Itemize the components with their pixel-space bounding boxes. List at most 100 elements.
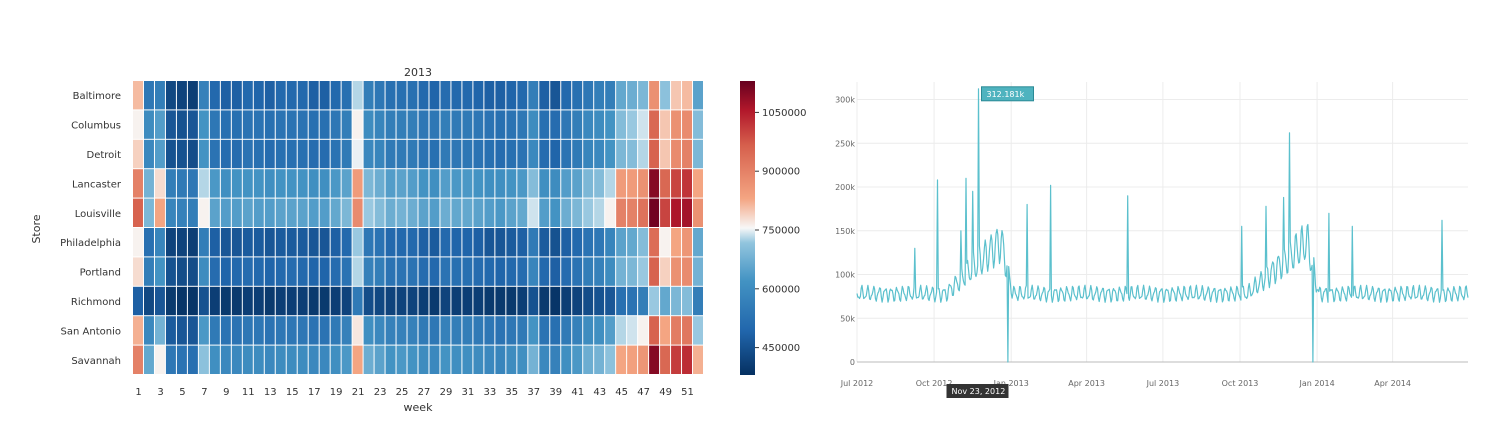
heatmap-cell <box>187 198 198 227</box>
heatmap-cell <box>143 345 154 374</box>
heatmap-cell <box>407 81 418 110</box>
heatmap-cell <box>407 257 418 286</box>
heatmap-cell <box>638 257 649 286</box>
heatmap-row-label: Lancaster <box>72 179 122 190</box>
heatmap-column-label: 33 <box>484 387 497 398</box>
heatmap-cell <box>352 228 363 257</box>
heatmap-cell <box>539 286 550 316</box>
heatmap-cell <box>649 169 660 198</box>
heatmap-cell <box>275 110 286 139</box>
heatmap-cell <box>627 257 638 286</box>
heatmap-cell <box>143 316 154 345</box>
heatmap-cell <box>363 316 374 345</box>
heatmap-column-label: 49 <box>659 387 672 398</box>
value-tooltip-box <box>981 86 1034 102</box>
heatmap-cell <box>528 345 539 374</box>
heatmap-cell <box>572 316 583 345</box>
heatmap-cell <box>341 81 352 110</box>
heatmap-cell <box>330 345 341 374</box>
heatmap-cell <box>352 286 363 316</box>
heatmap-cell <box>363 81 374 110</box>
heatmap-cell <box>693 169 703 198</box>
heatmap-cell <box>627 316 638 345</box>
heatmap-cell <box>473 345 484 374</box>
heatmap-cell <box>561 345 572 374</box>
heatmap-cell <box>638 110 649 139</box>
heatmap-cell <box>133 139 143 169</box>
heatmap-cell <box>187 139 198 169</box>
date-tooltip-text: Nov 23, 2012 <box>952 387 1006 396</box>
heatmap-cell <box>286 286 297 316</box>
heatmap-row-label: Philadelphia <box>60 238 121 249</box>
heatmap-cell <box>506 198 517 227</box>
heatmap-cell <box>385 257 396 286</box>
heatmap-cell <box>374 228 385 257</box>
heatmap-cell <box>396 169 407 198</box>
heatmap-cell <box>363 286 374 316</box>
heatmap-cell <box>484 286 495 316</box>
heatmap-cell <box>253 139 264 169</box>
heatmap-cell <box>286 110 297 139</box>
heatmap-cell <box>616 169 627 198</box>
heatmap-row-labels: Baltimore Columbus Detroit Lancaster Louisvi… <box>60 91 122 367</box>
heatmap-cell <box>165 228 176 257</box>
heatmap-cell <box>660 228 671 257</box>
heatmap-cell <box>451 169 462 198</box>
heatmap-cell <box>693 316 703 345</box>
heatmap-row-label: San Antonio <box>61 326 121 337</box>
heatmap-cell <box>583 228 594 257</box>
heatmap-column-label: 3 <box>157 387 163 398</box>
heatmap-cell <box>330 316 341 345</box>
heatmap-cell <box>154 110 165 139</box>
heatmap-cell <box>198 345 209 374</box>
value-tooltip-text: 312.181k <box>987 90 1025 99</box>
heatmap-cell <box>286 81 297 110</box>
heatmap-cell <box>176 81 187 110</box>
y-tick-label: 50k <box>840 314 855 323</box>
heatmap-cell <box>429 81 440 110</box>
heatmap-cell <box>473 198 484 227</box>
heatmap-cell <box>660 110 671 139</box>
heatmap-cell <box>308 316 319 345</box>
heatmap-cell <box>671 81 682 110</box>
heatmap-cell <box>231 198 242 227</box>
heatmap-cell <box>231 139 242 169</box>
heatmap-cell <box>385 286 396 316</box>
heatmap-cell <box>649 345 660 374</box>
heatmap-cell <box>374 345 385 374</box>
line-chart-date-tooltip: Nov 23, 2012 <box>946 384 1009 398</box>
heatmap-cell <box>198 139 209 169</box>
heatmap-cell <box>528 169 539 198</box>
heatmap-cell <box>220 139 231 169</box>
heatmap-cell <box>374 316 385 345</box>
heatmap-column-labels: 1 3 5 7 9 11 13 15 17 19 21 23 25 27 29 31 33 35 37 39 41 43 4… <box>135 387 694 398</box>
heatmap-cell <box>517 169 528 198</box>
heatmap-cell <box>165 198 176 227</box>
heatmap-cells <box>133 81 703 374</box>
heatmap-cell <box>638 316 649 345</box>
y-tick-label: 300k <box>835 96 855 105</box>
heatmap-cell <box>572 228 583 257</box>
heatmap-cell <box>572 198 583 227</box>
heatmap-cell <box>330 81 341 110</box>
heatmap-cell <box>682 110 693 139</box>
heatmap-cell <box>220 345 231 374</box>
heatmap-cell <box>143 257 154 286</box>
heatmap-cell <box>264 345 275 374</box>
heatmap-cell <box>638 139 649 169</box>
heatmap-cell <box>352 257 363 286</box>
heatmap-cell <box>286 257 297 286</box>
heatmap-cell <box>605 139 616 169</box>
heatmap-cell <box>297 169 308 198</box>
heatmap-cell <box>583 286 594 316</box>
heatmap-cell <box>561 316 572 345</box>
heatmap-cell <box>385 169 396 198</box>
heatmap-cell <box>693 198 703 227</box>
heatmap-cell <box>440 345 451 374</box>
heatmap-cell <box>176 228 187 257</box>
x-tick-label: Apr 2013 <box>1068 379 1105 388</box>
heatmap-colorbar: 450000 600000 750000 900000 1050000 <box>740 81 807 375</box>
heatmap-cell <box>627 286 638 316</box>
heatmap-cell <box>671 286 682 316</box>
heatmap-cell <box>528 286 539 316</box>
